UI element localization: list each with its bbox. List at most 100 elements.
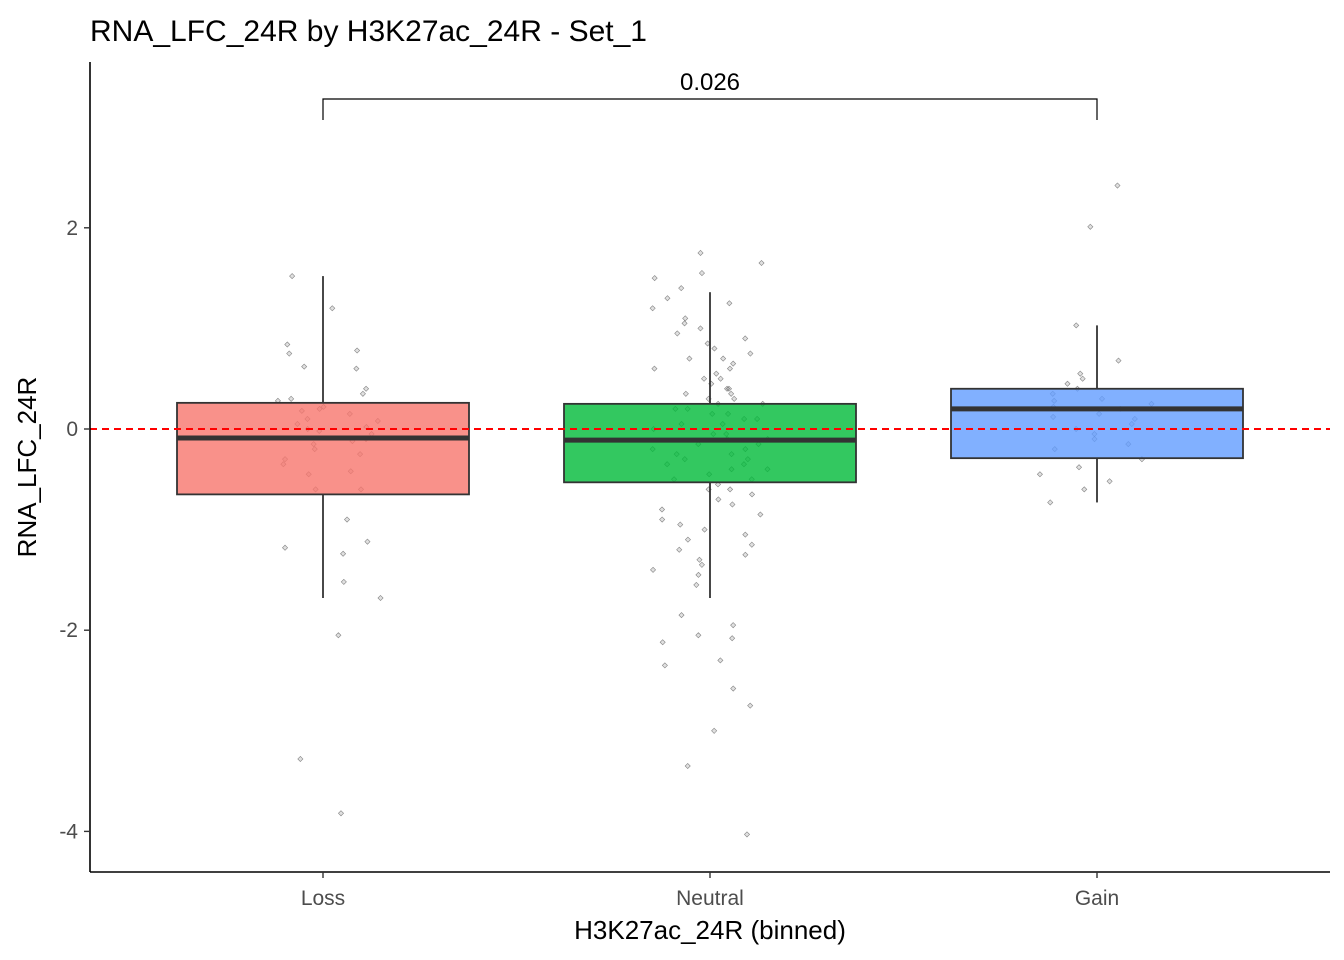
data-point-neutral-2: [711, 727, 718, 734]
p-value-label: 0.026: [680, 69, 740, 96]
data-point-neutral-74: [731, 395, 738, 402]
data-point-neutral-72: [650, 566, 657, 573]
data-point-neutral-19: [664, 295, 671, 302]
data-point-loss-2: [335, 632, 342, 639]
data-point-neutral-12: [693, 581, 700, 588]
data-point-neutral-63: [677, 521, 684, 528]
boxplot-gain: [950, 325, 1244, 503]
data-point-loss-11: [301, 363, 308, 370]
boxplot-loss: [176, 276, 470, 599]
data-point-loss-1: [297, 755, 304, 762]
data-point-neutral-32: [651, 365, 658, 372]
data-point-neutral-60: [658, 506, 666, 513]
data-point-neutral-3: [747, 702, 754, 709]
data-point-neutral-22: [682, 315, 689, 322]
data-point-neutral-33: [713, 370, 720, 377]
box-neutral: [563, 402, 857, 484]
data-point-neutral-67: [748, 541, 755, 548]
y-tick-label: 0: [66, 418, 78, 441]
data-point-neutral-9: [695, 632, 702, 639]
data-point-loss-3: [377, 594, 384, 602]
x-tick-label-gain: Gain: [1075, 887, 1119, 910]
data-point-neutral-34: [701, 375, 708, 382]
data-point-neutral-78: [717, 375, 724, 382]
data-point-neutral-11: [678, 612, 685, 619]
data-point-neutral-84: [724, 385, 731, 392]
data-point-gain-6: [1064, 380, 1071, 387]
data-point-gain-3: [1115, 357, 1122, 364]
data-point-neutral-68: [676, 546, 683, 553]
box-gain: [950, 387, 1244, 460]
data-point-neutral-20: [726, 300, 733, 307]
data-point-loss-17: [353, 365, 360, 372]
comparison-bracket-line: [322, 98, 1098, 120]
data-point-neutral-58: [715, 496, 722, 503]
data-point-neutral-17: [651, 275, 658, 282]
data-point-neutral-0: [743, 831, 751, 838]
data-point-loss-14: [329, 305, 336, 312]
y-tick-label: -4: [59, 820, 78, 843]
data-point-neutral-31: [730, 360, 737, 367]
data-point-loss-5: [340, 550, 347, 557]
data-point-loss-18: [363, 385, 370, 392]
data-point-neutral-64: [701, 526, 708, 533]
data-point-neutral-56: [727, 486, 734, 493]
data-point-loss-4: [340, 578, 347, 585]
data-point-loss-12: [354, 347, 361, 354]
data-point-neutral-36: [725, 385, 733, 392]
data-point-neutral-66: [684, 536, 691, 543]
y-tick-label: 2: [66, 217, 78, 240]
x-tick-label-neutral: Neutral: [676, 887, 744, 910]
data-point-neutral-90: [728, 390, 735, 397]
data-point-neutral-21: [649, 305, 656, 312]
data-point-loss-6: [282, 544, 289, 551]
data-point-neutral-29: [747, 350, 754, 357]
data-point-loss-16: [286, 350, 293, 357]
data-point-gain-20: [1075, 464, 1083, 471]
data-point-loss-7: [364, 538, 371, 545]
data-point-neutral-30: [720, 355, 727, 362]
data-point-gain-22: [1106, 478, 1113, 485]
data-point-neutral-65: [742, 531, 749, 538]
data-point-neutral-26: [742, 335, 749, 342]
data-point-neutral-7: [659, 639, 666, 646]
data-point-neutral-24: [697, 325, 704, 332]
data-point-neutral-5: [661, 662, 668, 669]
data-point-neutral-62: [659, 516, 666, 523]
data-point-neutral-69: [742, 551, 749, 558]
data-point-gain-5: [1079, 375, 1086, 382]
data-point-gain-23: [1081, 486, 1088, 493]
box-loss: [176, 401, 470, 496]
data-point-neutral-71: [698, 561, 705, 568]
boxplot-neutral: [563, 292, 857, 599]
chart-title: RNA_LFC_24R by H3K27ac_24R - Set_1: [90, 15, 647, 48]
data-point-loss-19: [359, 390, 366, 397]
data-point-neutral-25: [674, 330, 681, 337]
data-point-gain-4: [1077, 370, 1084, 377]
axes: 2 0 -2 -4 Loss Neutral Gain: [59, 62, 1330, 910]
x-axis-title: H3K27ac_24R (binned): [574, 915, 846, 945]
boxplots: [176, 276, 1244, 599]
data-point-neutral-4: [730, 685, 737, 692]
data-point-gain-2: [1073, 322, 1080, 329]
data-point-neutral-57: [749, 491, 756, 498]
data-point-loss-8: [344, 516, 351, 523]
data-point-neutral-10: [730, 622, 737, 629]
data-point-neutral-28: [711, 345, 718, 352]
jitter-points: [274, 182, 1155, 838]
comparison-bracket: 0.026: [322, 69, 1098, 120]
data-point-loss-0: [337, 810, 345, 817]
data-point-neutral-15: [758, 259, 765, 267]
data-point-neutral-18: [678, 285, 685, 292]
data-point-gain-0: [1114, 182, 1121, 189]
data-point-neutral-6: [717, 657, 724, 664]
data-point-neutral-61: [757, 511, 764, 518]
y-axis-title: RNA_LFC_24R: [12, 377, 42, 558]
data-point-loss-13: [284, 341, 291, 348]
data-point-gain-21: [1036, 471, 1043, 478]
data-point-neutral-73: [686, 355, 693, 362]
data-point-loss-39: [288, 395, 295, 402]
data-point-neutral-23: [681, 320, 688, 327]
data-point-gain-24: [1047, 499, 1054, 506]
